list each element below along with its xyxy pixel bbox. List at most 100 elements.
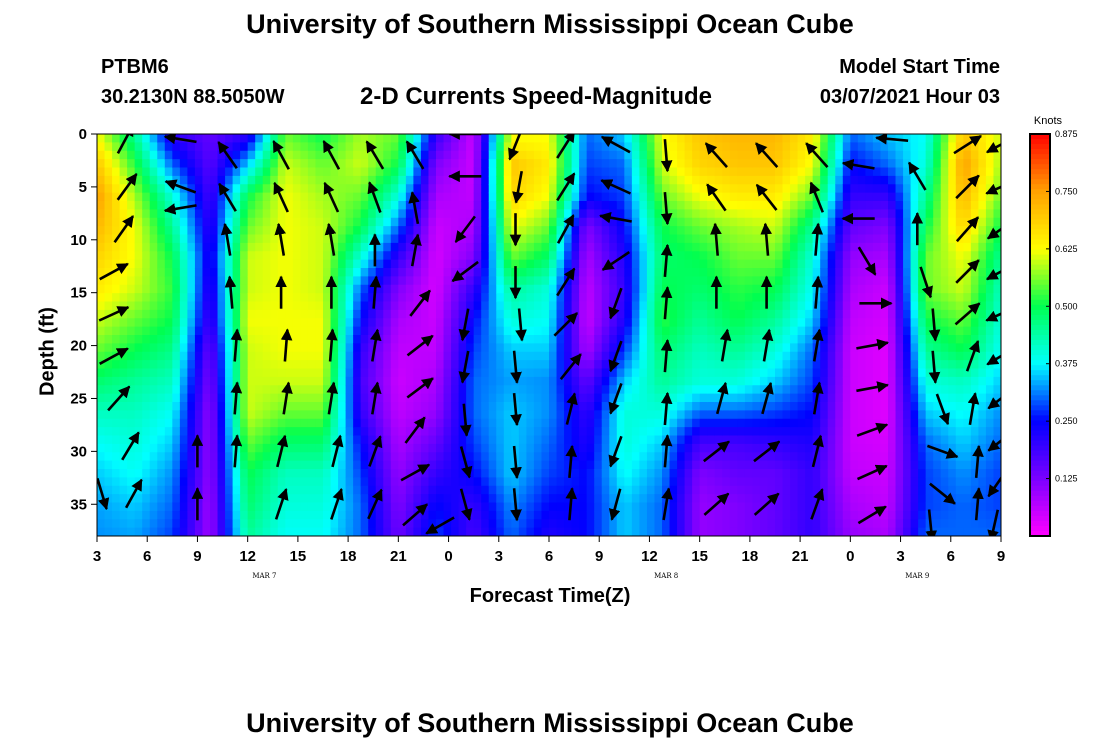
heatmap-cell xyxy=(865,443,874,453)
heatmap-cell xyxy=(692,242,701,252)
heatmap-cell xyxy=(737,293,746,303)
heatmap-cell xyxy=(677,268,686,277)
heatmap-cell xyxy=(842,519,851,529)
heatmap-cell xyxy=(767,485,776,495)
heatmap-cell xyxy=(601,502,610,512)
heatmap-cell xyxy=(775,435,784,445)
heatmap-cell xyxy=(383,201,392,210)
heatmap-cell xyxy=(405,477,414,487)
heatmap-cell xyxy=(481,259,490,269)
chart-subtitle: 2-D Currents Speed-Magnitude xyxy=(360,83,713,110)
heatmap-cell xyxy=(157,460,166,470)
heatmap-cell xyxy=(300,276,309,286)
heatmap-cell xyxy=(677,427,686,437)
heatmap-cell xyxy=(677,385,686,395)
heatmap-cell xyxy=(744,343,753,353)
heatmap-cell xyxy=(579,201,588,210)
heatmap-cell xyxy=(805,460,814,470)
heatmap-cell xyxy=(782,318,791,328)
heatmap-cell xyxy=(142,376,151,386)
heatmap-cell xyxy=(104,184,113,194)
heatmap-cell xyxy=(240,276,249,286)
heatmap-cell xyxy=(692,217,701,227)
heatmap-cell xyxy=(428,134,437,143)
heatmap-cell xyxy=(579,192,588,202)
heatmap-cell xyxy=(526,443,535,453)
heatmap-cell xyxy=(232,293,241,303)
heatmap-cell xyxy=(616,402,625,411)
heatmap-cell xyxy=(752,234,761,244)
heatmap-cell xyxy=(549,268,558,277)
heatmap-cell xyxy=(97,385,106,395)
heatmap-cell xyxy=(270,301,279,311)
heatmap-cell xyxy=(518,201,527,210)
heatmap-cell xyxy=(149,268,158,277)
heatmap-cell xyxy=(360,418,369,428)
heatmap-cell xyxy=(616,418,625,428)
heatmap-cell xyxy=(187,276,196,286)
heatmap-cell xyxy=(194,242,204,252)
heatmap-cell xyxy=(752,242,761,252)
heatmap-cell xyxy=(360,351,369,361)
heatmap-cell xyxy=(383,410,392,420)
heatmap-cell xyxy=(307,276,317,286)
heatmap-cell xyxy=(413,167,422,177)
heatmap-cell xyxy=(157,209,166,219)
heatmap-cell xyxy=(820,385,829,395)
heatmap-cell xyxy=(526,234,535,244)
heatmap-cell xyxy=(428,435,437,445)
heatmap-cell xyxy=(488,410,497,420)
heatmap-cell xyxy=(383,284,392,294)
heatmap-cell xyxy=(134,418,143,428)
heatmap-cell xyxy=(473,494,482,504)
heatmap-cell xyxy=(225,452,234,462)
heatmap-cell xyxy=(97,276,106,286)
heatmap-cell xyxy=(496,477,505,487)
heatmap-cell xyxy=(759,376,769,386)
heatmap-cell xyxy=(872,494,882,504)
heatmap-cell xyxy=(443,410,452,420)
heatmap-cell xyxy=(481,192,490,202)
heatmap-cell xyxy=(127,376,136,386)
heatmap-cell xyxy=(451,368,460,378)
heatmap-cell xyxy=(684,519,693,529)
heatmap-cell xyxy=(270,209,279,219)
heatmap-cell xyxy=(119,502,128,512)
heatmap-cell xyxy=(458,393,467,403)
heatmap-cell xyxy=(315,150,324,160)
heatmap-cell xyxy=(805,184,814,194)
heatmap-cell xyxy=(405,234,414,244)
heatmap-cell xyxy=(857,502,866,512)
heatmap-cell xyxy=(164,452,173,462)
heatmap-cell xyxy=(97,393,106,403)
heatmap-cell xyxy=(616,343,625,353)
heatmap-cell xyxy=(330,234,339,244)
heatmap-cell xyxy=(496,469,505,478)
heatmap-cell xyxy=(307,469,317,478)
heatmap-cell xyxy=(669,209,678,219)
heatmap-cell xyxy=(119,343,128,353)
heatmap-cell xyxy=(699,284,708,294)
heatmap-cell xyxy=(443,175,452,185)
heatmap-cell xyxy=(255,209,264,219)
heatmap-cell xyxy=(142,284,151,294)
heatmap-cell xyxy=(104,159,113,169)
heatmap-cell xyxy=(835,268,844,277)
heatmap-cell xyxy=(323,393,332,403)
heatmap-cell xyxy=(300,435,309,445)
heatmap-cell xyxy=(775,167,784,177)
heatmap-cell xyxy=(820,234,829,244)
heatmap-cell xyxy=(850,175,859,185)
heatmap-cell xyxy=(729,477,738,487)
heatmap-cell xyxy=(797,192,806,202)
heatmap-cell xyxy=(639,510,648,520)
heatmap-cell xyxy=(149,201,158,210)
heatmap-cell xyxy=(368,410,377,420)
heatmap-cell xyxy=(722,452,731,462)
heatmap-cell xyxy=(375,477,384,487)
heatmap-cell xyxy=(247,293,256,303)
heatmap-cell xyxy=(202,402,211,411)
heatmap-cell xyxy=(345,192,354,202)
heatmap-cell xyxy=(865,452,874,462)
